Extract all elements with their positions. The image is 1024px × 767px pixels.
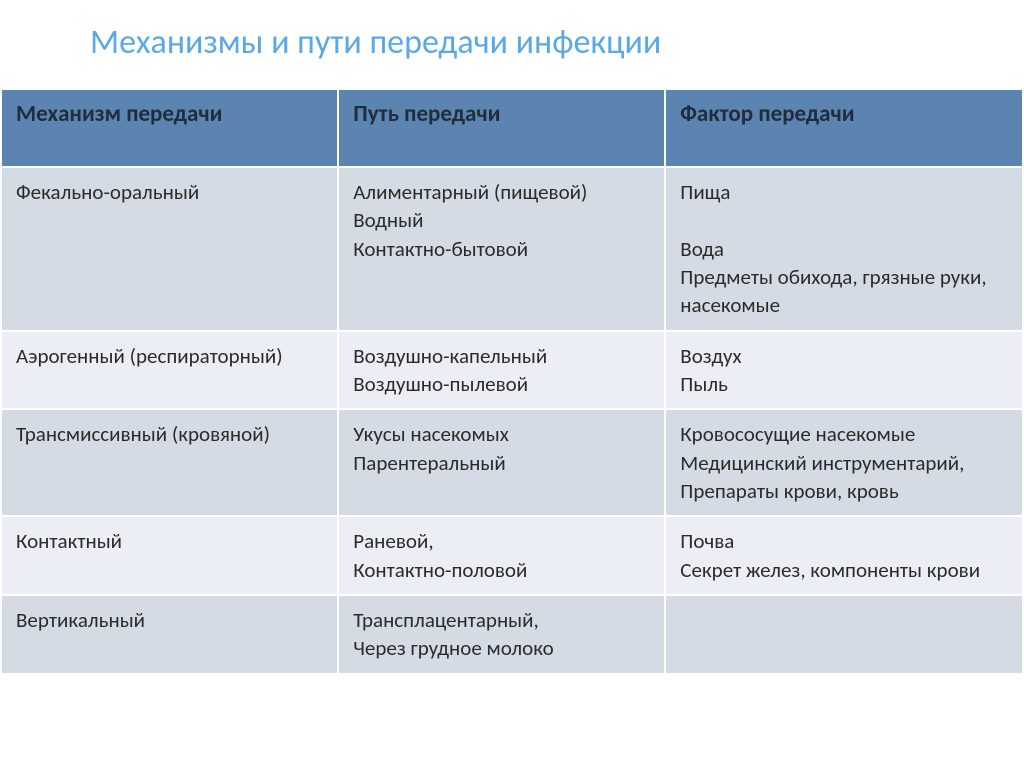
- table-row: Вертикальный Трансплацентарный,Через гру…: [1, 595, 1023, 674]
- transmission-table: Механизм передачи Путь передачи Фактор п…: [0, 88, 1024, 675]
- page-title: Механизмы и пути передачи инфекции: [90, 22, 1024, 63]
- col-header-path: Путь передачи: [338, 89, 665, 167]
- table-header-row: Механизм передачи Путь передачи Фактор п…: [1, 89, 1023, 167]
- cell-factor: [665, 595, 1023, 674]
- cell-factor: Кровососущие насекомыеМедицинский инстру…: [665, 409, 1023, 516]
- cell-path: Воздушно-капельныйВоздушно-пылевой: [338, 331, 665, 410]
- cell-path: Алиментарный (пищевой)ВодныйКонтактно-бы…: [338, 167, 665, 331]
- cell-mechanism: Аэрогенный (респираторный): [1, 331, 338, 410]
- table-row: Фекально-оральный Алиментарный (пищевой)…: [1, 167, 1023, 331]
- cell-factor: Пища ВодаПредметы обихода, грязные руки,…: [665, 167, 1023, 331]
- cell-path: Раневой,Контактно-половой: [338, 516, 665, 595]
- cell-mechanism: Фекально-оральный: [1, 167, 338, 331]
- col-header-factor: Фактор передачи: [665, 89, 1023, 167]
- cell-mechanism: Контактный: [1, 516, 338, 595]
- cell-path: Трансплацентарный,Через грудное молоко: [338, 595, 665, 674]
- table-row: Контактный Раневой,Контактно-половой Поч…: [1, 516, 1023, 595]
- cell-path: Укусы насекомыхПарентеральный: [338, 409, 665, 516]
- col-header-mechanism: Механизм передачи: [1, 89, 338, 167]
- cell-factor: ВоздухПыль: [665, 331, 1023, 410]
- cell-mechanism: Трансмиссивный (кровяной): [1, 409, 338, 516]
- table-row: Трансмиссивный (кровяной) Укусы насекомы…: [1, 409, 1023, 516]
- table-row: Аэрогенный (респираторный) Воздушно-капе…: [1, 331, 1023, 410]
- cell-mechanism: Вертикальный: [1, 595, 338, 674]
- title-area: Механизмы и пути передачи инфекции: [0, 0, 1024, 88]
- cell-factor: ПочваСекрет желез, компоненты крови: [665, 516, 1023, 595]
